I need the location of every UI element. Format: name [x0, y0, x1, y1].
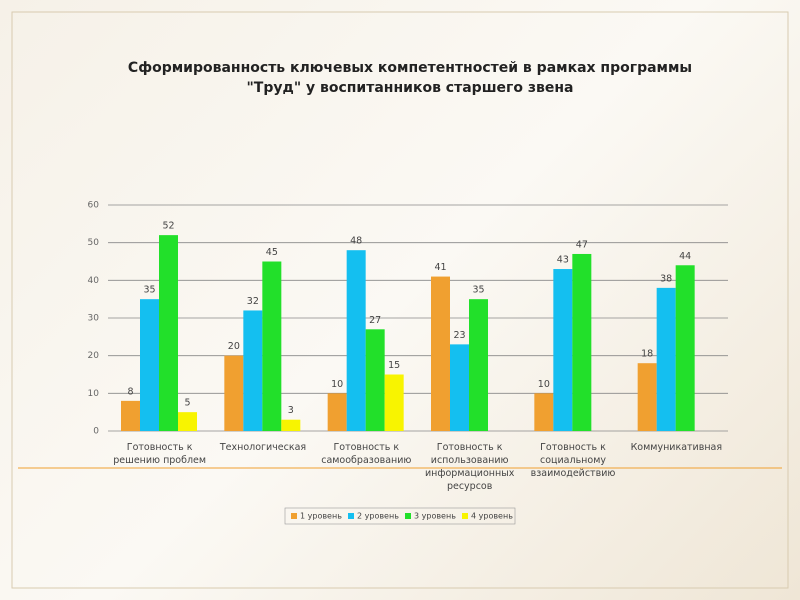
- value-label: 41: [434, 262, 446, 273]
- y-tick-label: 0: [93, 427, 99, 437]
- bar: [553, 269, 573, 431]
- value-label: 44: [679, 251, 691, 262]
- value-label: 45: [266, 247, 278, 258]
- y-tick-label: 40: [88, 276, 100, 286]
- bar: [365, 329, 385, 431]
- bar: [281, 419, 301, 431]
- legend-swatch: [462, 513, 468, 519]
- value-label: 18: [641, 349, 653, 360]
- legend-label: 4 уровень: [471, 512, 513, 521]
- value-label: 52: [162, 221, 174, 232]
- bar: [656, 287, 676, 431]
- legend-swatch: [405, 513, 411, 519]
- bar: [675, 265, 695, 431]
- bar: [637, 363, 657, 431]
- bar: [450, 344, 469, 431]
- bar: [121, 400, 140, 431]
- legend-label: 3 уровень: [414, 512, 456, 521]
- legend-label: 2 уровень: [357, 512, 399, 521]
- value-label: 3: [288, 405, 294, 416]
- value-label: 43: [557, 255, 569, 266]
- frame: [11, 11, 789, 589]
- bar: [384, 374, 404, 431]
- value-label: 5: [184, 398, 190, 409]
- y-tick-label: 60: [88, 201, 100, 211]
- bar: [243, 310, 263, 431]
- value-label: 35: [143, 285, 155, 296]
- value-label: 32: [247, 296, 259, 307]
- chart-title: Сформированность ключевых компетентносте…: [127, 60, 693, 76]
- bar: [178, 412, 197, 431]
- bar: [469, 299, 488, 431]
- value-label: 20: [228, 341, 240, 352]
- bar: [262, 261, 282, 431]
- legend-swatch: [291, 513, 297, 519]
- y-tick-label: 30: [88, 314, 100, 324]
- x-tick-label: Готовность к использованию информационны…: [424, 442, 515, 492]
- x-tick-label: Готовность к решению проблем: [113, 442, 207, 466]
- value-label: 35: [472, 285, 484, 296]
- bar: [224, 355, 244, 431]
- bar: [327, 393, 347, 431]
- x-tick-label: Коммуникативная: [630, 442, 723, 453]
- value-label: 10: [538, 379, 550, 390]
- x-tick-label: Готовность к самообразованию: [321, 442, 412, 466]
- value-label: 23: [453, 330, 465, 341]
- bar: [346, 250, 366, 431]
- legend-box: [284, 507, 516, 525]
- legend-swatch: [348, 513, 354, 519]
- x-tick-label: Готовность к социальному взаимодействию: [530, 442, 616, 479]
- bar: [140, 299, 159, 431]
- chart-title: "Труд" у воспитанников старшего звена: [246, 80, 574, 96]
- value-label: 38: [660, 273, 672, 284]
- bar: [534, 393, 554, 431]
- y-tick-label: 10: [88, 389, 100, 399]
- value-label: 8: [127, 386, 133, 397]
- value-label: 15: [388, 360, 400, 371]
- value-label: 48: [350, 236, 362, 247]
- value-label: 47: [576, 239, 588, 250]
- x-tick-label: Технологическая: [219, 442, 307, 453]
- bar: [431, 276, 450, 431]
- y-tick-label: 50: [88, 238, 100, 248]
- bar: [159, 235, 178, 431]
- value-label: 27: [369, 315, 381, 326]
- y-tick-label: 20: [88, 351, 100, 361]
- value-label: 10: [331, 379, 343, 390]
- bar: [572, 253, 592, 431]
- legend-label: 1 уровень: [300, 512, 342, 521]
